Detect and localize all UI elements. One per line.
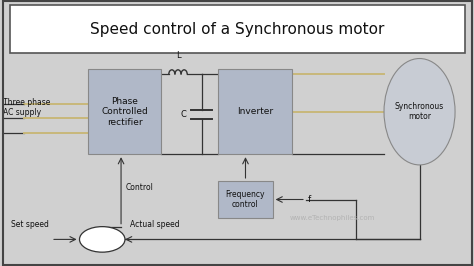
Text: Set speed: Set speed: [11, 220, 49, 229]
FancyBboxPatch shape: [218, 69, 292, 154]
FancyBboxPatch shape: [10, 5, 465, 53]
Text: L: L: [176, 51, 180, 60]
Text: Speed control of a Synchronous motor: Speed control of a Synchronous motor: [90, 22, 384, 37]
Text: Control: Control: [126, 183, 154, 192]
FancyBboxPatch shape: [218, 181, 273, 218]
Text: f: f: [308, 195, 311, 204]
Circle shape: [80, 227, 125, 252]
Text: Three phase
AC supply: Three phase AC supply: [3, 98, 51, 117]
Ellipse shape: [384, 59, 455, 165]
Text: C: C: [181, 110, 187, 119]
Text: Actual speed: Actual speed: [130, 220, 179, 229]
FancyBboxPatch shape: [88, 69, 162, 154]
Text: Inverter: Inverter: [237, 107, 273, 116]
Text: Synchronous
motor: Synchronous motor: [395, 102, 444, 121]
Text: www.eTechnophiles.com: www.eTechnophiles.com: [289, 215, 374, 221]
Text: Frequency
control: Frequency control: [226, 190, 265, 209]
Text: Phase
Controlled
rectifier: Phase Controlled rectifier: [101, 97, 148, 127]
